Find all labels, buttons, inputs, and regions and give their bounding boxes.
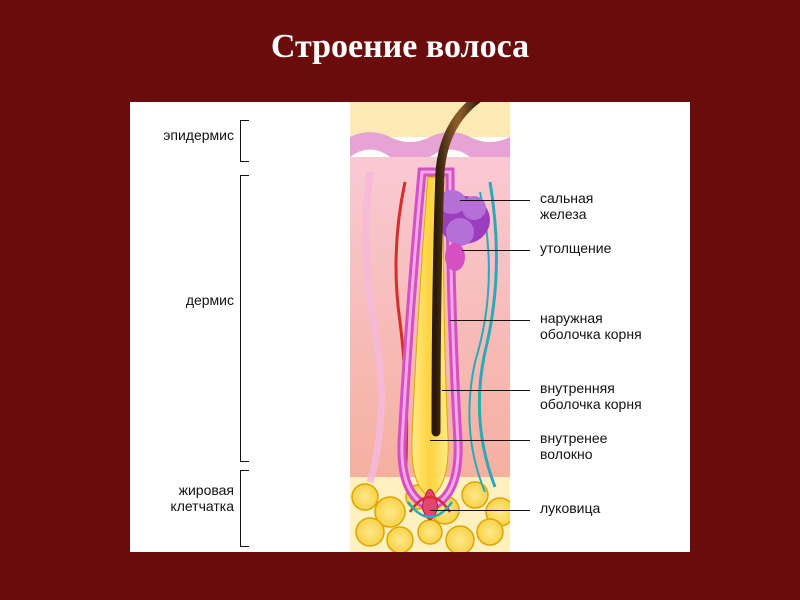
bracket-fat (240, 470, 249, 547)
leader-bulb (430, 510, 530, 511)
leader-sebaceous (460, 200, 530, 201)
leader-outer_root (450, 320, 530, 321)
label-sebaceous: сальная железа (540, 190, 593, 222)
leader-bulge (462, 250, 530, 251)
label-epidermis: эпидермис (163, 127, 234, 143)
bracket-dermis (240, 175, 249, 462)
label-outer_root: наружная оболочка корня (540, 310, 642, 342)
label-bulb: луковица (540, 500, 600, 516)
bracket-epidermis (240, 120, 249, 162)
label-inner_root: внутренняя оболочка корня (540, 380, 642, 412)
leader-inner_fiber (430, 440, 530, 441)
label-bulge: утолщение (540, 240, 611, 256)
hair-follicle-illustration (350, 102, 510, 552)
label-fat: жировая клетчатка (170, 482, 234, 514)
leader-inner_root (442, 390, 530, 391)
slide-title: Строение волоса (0, 28, 800, 66)
label-dermis: дермис (186, 292, 234, 308)
slide: Строение волоса (0, 0, 800, 600)
label-inner_fiber: внутренее волокно (540, 430, 607, 462)
